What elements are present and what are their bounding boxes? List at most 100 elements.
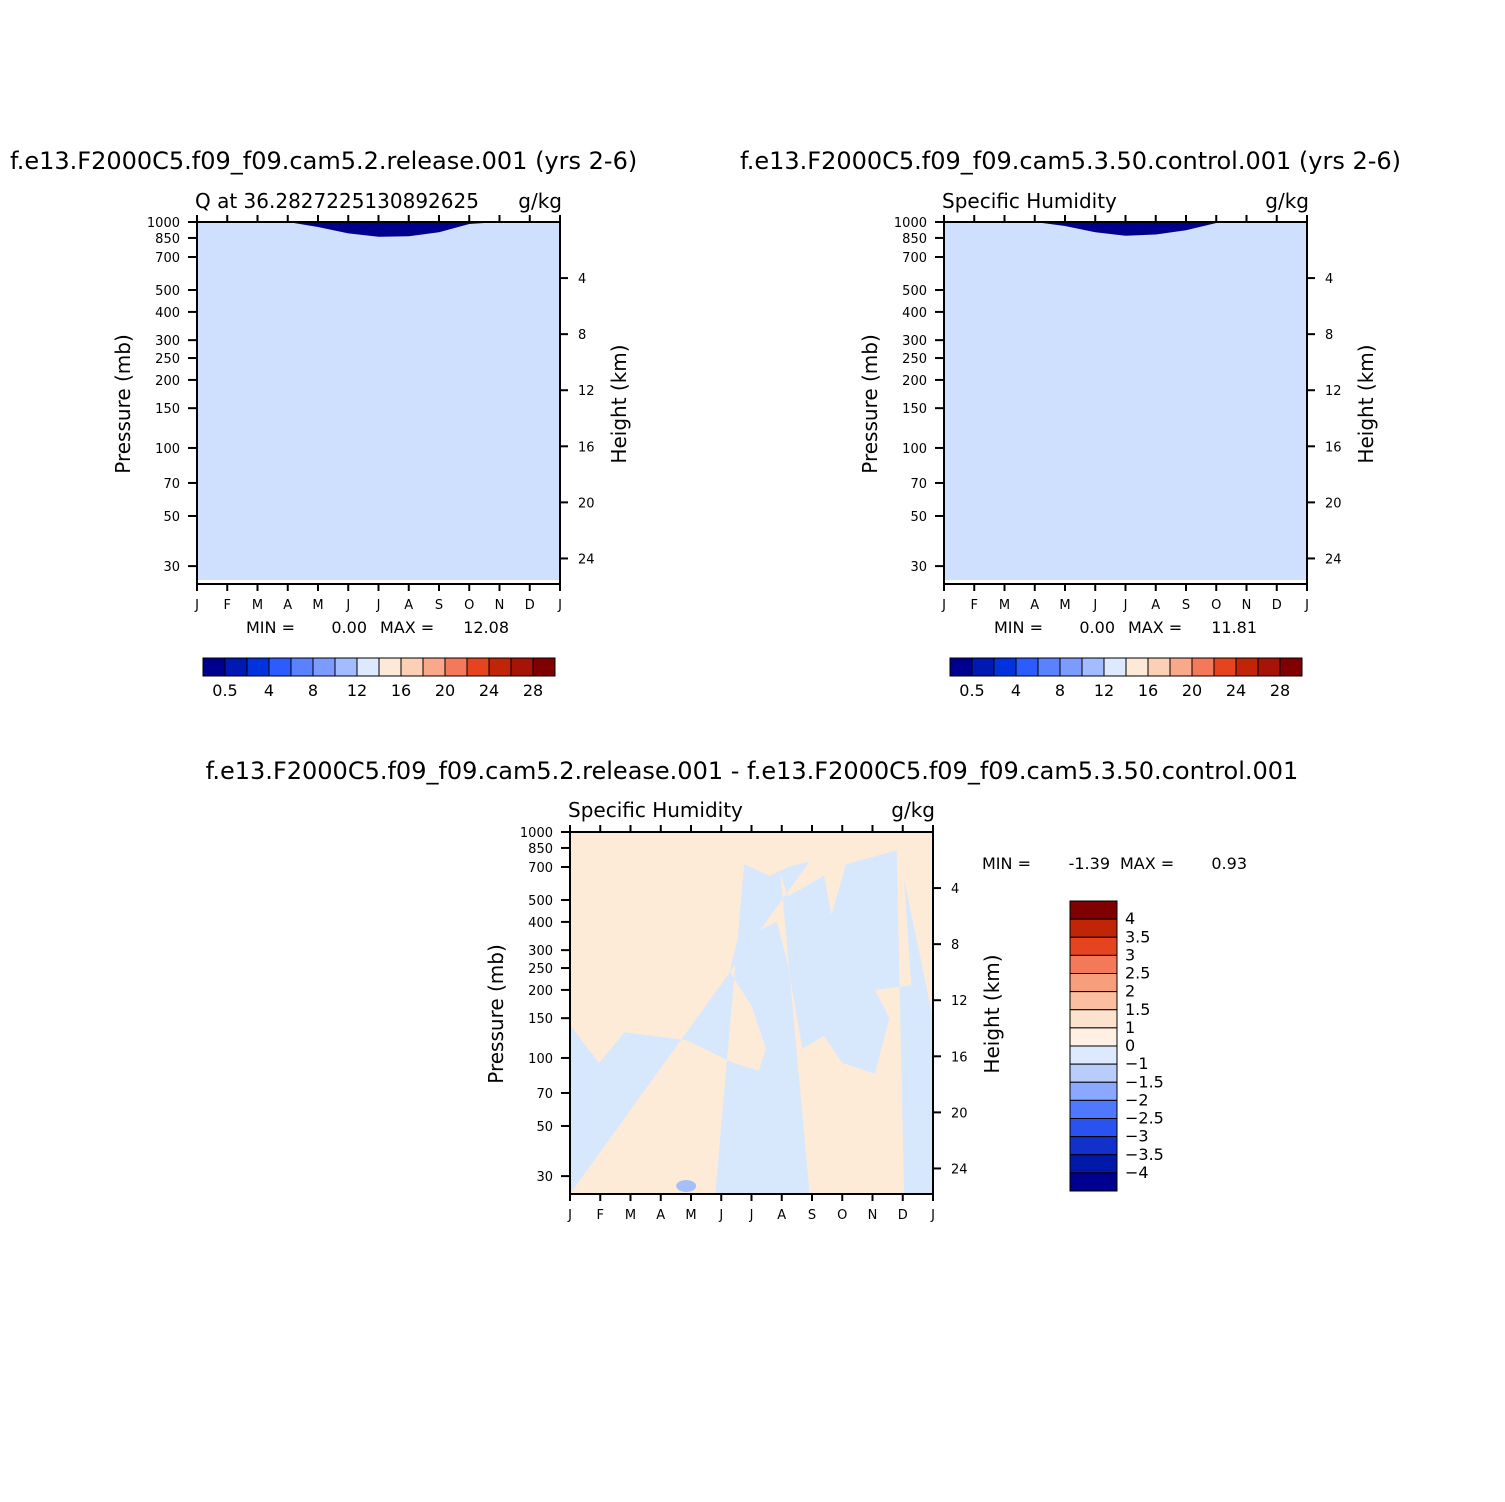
colorbar-label: 0 xyxy=(1125,1036,1135,1055)
pressure-tick-label: 200 xyxy=(902,374,927,389)
colorbar-swatch xyxy=(1069,1154,1118,1174)
colorbar-label: −3.5 xyxy=(1125,1145,1164,1164)
panel1-ylabel-right: Height (km) xyxy=(607,344,631,463)
height-tick-label: 16 xyxy=(1325,440,1342,455)
pressure-tick-label: 850 xyxy=(155,232,180,247)
month-label: J xyxy=(376,598,381,613)
panel3-colorbar: 43.532.521.510−1−1.5−2−2.5−3−3.5−4 xyxy=(1069,900,1164,1192)
colorbar-label: −1.5 xyxy=(1125,1072,1164,1091)
colorbar-swatch xyxy=(1069,918,1118,938)
month-label: M xyxy=(1059,598,1070,613)
colorbar-label: 1.5 xyxy=(1125,1000,1150,1019)
month-label: O xyxy=(1211,598,1221,613)
colorbar-label: 3.5 xyxy=(1125,927,1150,946)
colorbar-label: 4 xyxy=(1125,909,1135,928)
colorbar-swatch xyxy=(1235,657,1259,677)
colorbar-label: 0.5 xyxy=(212,681,237,700)
height-tick-label: 20 xyxy=(578,496,595,511)
colorbar-swatch xyxy=(466,657,490,677)
colorbar-label: 0.5 xyxy=(959,681,984,700)
panel3-max-value: 0.93 xyxy=(1211,854,1247,873)
contour-level-12 xyxy=(944,222,1307,584)
panel3-subtitle-left: Specific Humidity xyxy=(568,798,743,822)
colorbar-swatch xyxy=(1069,1063,1118,1083)
height-tick-label: 12 xyxy=(578,384,595,399)
colorbar-swatch xyxy=(1069,1136,1118,1156)
colorbar-swatch xyxy=(1069,973,1118,993)
colorbar-swatch xyxy=(1069,1172,1118,1192)
colorbar-swatch xyxy=(1081,657,1105,677)
month-label: N xyxy=(1242,598,1252,613)
panel-cam5-3-50-control: f.e13.F2000C5.f09_f09.cam5.3.50.control.… xyxy=(740,147,1401,700)
panel2-units: g/kg xyxy=(1265,189,1309,213)
panel-cam5-2-release: f.e13.F2000C5.f09_f09.cam5.2.release.001… xyxy=(10,147,637,700)
month-label: D xyxy=(898,1208,908,1223)
height-tick-label: 12 xyxy=(951,994,968,1009)
month-label: D xyxy=(1272,598,1282,613)
month-label: F xyxy=(971,598,978,613)
month-label: M xyxy=(685,1208,696,1223)
month-label: J xyxy=(557,598,562,613)
colorbar-swatch xyxy=(949,657,973,677)
pressure-tick-label: 70 xyxy=(163,477,180,492)
pressure-tick-label: 30 xyxy=(910,560,927,575)
colorbar-label: 1 xyxy=(1125,1018,1135,1037)
pressure-tick-label: 500 xyxy=(528,894,553,909)
height-tick-label: 12 xyxy=(1325,384,1342,399)
colorbar-swatch xyxy=(1069,1099,1118,1119)
colorbar-swatch xyxy=(224,657,248,677)
panel2-max-label: MAX = xyxy=(1128,618,1182,637)
colorbar-label: 4 xyxy=(1011,681,1021,700)
height-tick-label: 20 xyxy=(951,1106,968,1121)
panel2-colorbar: 0.5 4 8 12 16 20 24 28 xyxy=(949,657,1303,700)
colorbar-swatch xyxy=(1069,1027,1118,1047)
panel1-units: g/kg xyxy=(518,189,562,213)
colorbar-label: 12 xyxy=(1094,681,1114,700)
height-tick-label: 16 xyxy=(578,440,595,455)
month-label: M xyxy=(625,1208,636,1223)
panel1-contour-plot: J F M A M J J A S O N D J 30 50 70 100 150 200 250 300 400 500… xyxy=(147,215,595,613)
colorbar-label: −4 xyxy=(1125,1163,1149,1182)
month-label: S xyxy=(808,1208,816,1223)
pressure-tick-label: 70 xyxy=(910,477,927,492)
colorbar-label: 16 xyxy=(1138,681,1158,700)
height-tick-label: 4 xyxy=(1325,272,1333,287)
month-label: J xyxy=(941,598,946,613)
month-label: J xyxy=(1304,598,1309,613)
colorbar-label: 8 xyxy=(308,681,318,700)
pressure-tick-label: 300 xyxy=(902,334,927,349)
contour-level-12 xyxy=(197,222,560,584)
colorbar-swatch xyxy=(400,657,424,677)
height-tick-label: 24 xyxy=(951,1162,968,1177)
panel1-subtitle-left: Q at 36.2827225130892625 xyxy=(195,189,479,213)
colorbar-swatch xyxy=(971,657,995,677)
pressure-tick-label: 300 xyxy=(528,944,553,959)
colorbar-swatch xyxy=(202,657,226,677)
panel1-ylabel: Pressure (mb) xyxy=(111,334,135,474)
month-label: N xyxy=(868,1208,878,1223)
height-tick-label: 8 xyxy=(951,938,959,953)
colorbar-label: 4 xyxy=(264,681,274,700)
pressure-tick-label: 700 xyxy=(528,861,553,876)
month-label: O xyxy=(837,1208,847,1223)
diff-negative-patch xyxy=(676,1180,697,1192)
month-label: A xyxy=(283,598,292,613)
colorbar-label: 28 xyxy=(523,681,543,700)
panel3-ylabel-right: Height (km) xyxy=(980,954,1004,1073)
panel2-subtitle-left: Specific Humidity xyxy=(942,189,1117,213)
colorbar-swatch xyxy=(1059,657,1083,677)
pressure-tick-label: 50 xyxy=(536,1120,553,1135)
panel1-title: f.e13.F2000C5.f09_f09.cam5.2.release.001… xyxy=(10,147,637,175)
colorbar-label: 2 xyxy=(1125,982,1135,1001)
colorbar-label: −2.5 xyxy=(1125,1109,1164,1128)
panel2-ylabel-right: Height (km) xyxy=(1354,344,1378,463)
pressure-tick-label: 1000 xyxy=(894,216,927,231)
pressure-tick-label: 400 xyxy=(155,306,180,321)
pressure-tick-label: 250 xyxy=(528,962,553,977)
month-label: J xyxy=(345,598,350,613)
colorbar-swatch xyxy=(1103,657,1127,677)
month-label: M xyxy=(999,598,1010,613)
month-label: M xyxy=(312,598,323,613)
height-tick-label: 16 xyxy=(951,1050,968,1065)
colorbar-label: 24 xyxy=(479,681,499,700)
